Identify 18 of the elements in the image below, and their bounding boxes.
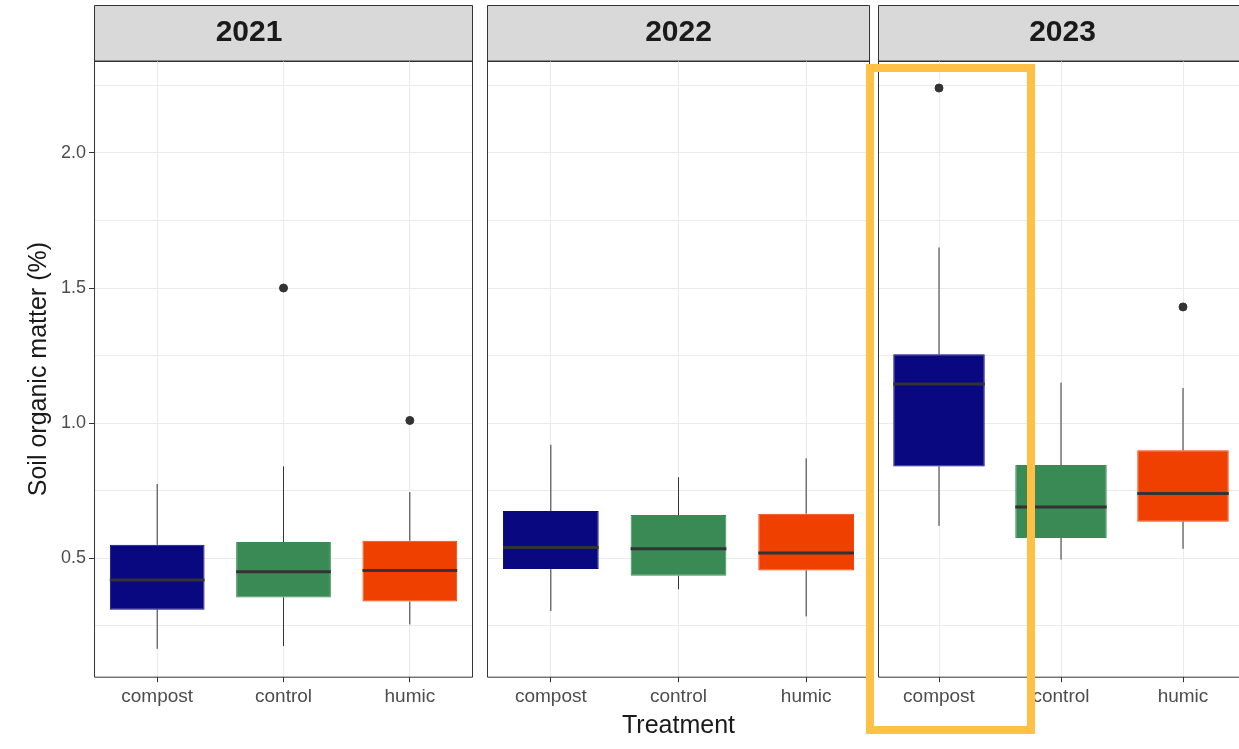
chart-title: 2021 bbox=[215, 14, 283, 48]
y-tick-label: 1.5 bbox=[60, 276, 87, 297]
y-tick-label: 0.5 bbox=[60, 547, 87, 568]
x-tick-label: control bbox=[1032, 684, 1090, 706]
x-tick-label: compost bbox=[514, 684, 588, 706]
y-axis-title: Soil organic matter (%) bbox=[22, 241, 51, 497]
chart-title: 2022 bbox=[645, 14, 712, 48]
y-tick-label: 2.0 bbox=[60, 141, 87, 162]
x-tick-label: control bbox=[255, 684, 313, 706]
x-axis-title: Treatment bbox=[621, 709, 736, 738]
x-tick-label: humic bbox=[1157, 684, 1209, 706]
x-tick-label: humic bbox=[780, 684, 832, 706]
x-tick-label: compost bbox=[903, 684, 976, 706]
chart-title: 2023 bbox=[1029, 14, 1096, 48]
x-tick-label: compost bbox=[121, 684, 194, 706]
y-tick-label: 1.0 bbox=[60, 412, 87, 433]
x-tick-label: control bbox=[649, 684, 708, 706]
x-tick-label: humic bbox=[384, 684, 436, 706]
